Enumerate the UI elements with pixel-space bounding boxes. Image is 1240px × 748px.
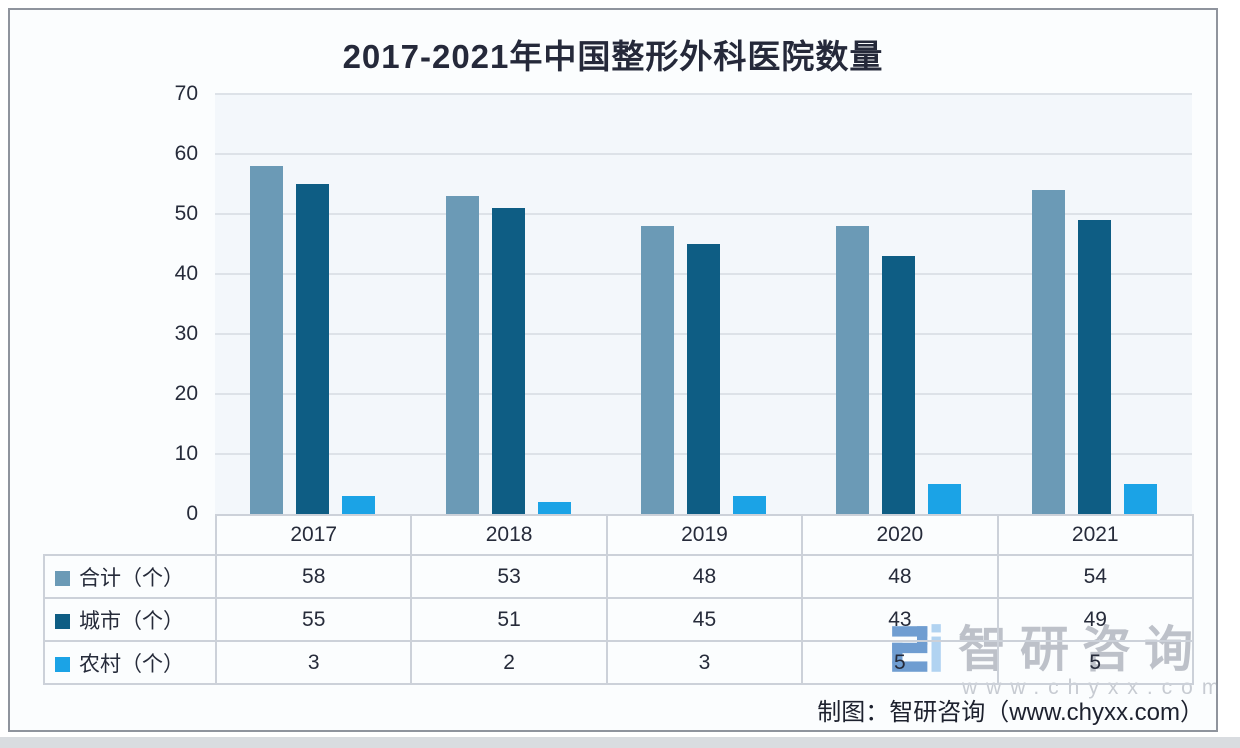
value-cell-rural-2018: 2 [410,640,608,685]
bar-total-2018 [445,196,479,514]
bar-total-2019 [641,226,674,514]
value-cell-total-2017: 58 [214,554,413,599]
series-row-rural: 农村（个） 3 2 3 5 5 [43,640,1194,685]
value-cell-rural-2020: 5 [801,640,999,685]
value-cell-rural-2017: 3 [214,640,413,685]
y-axis-tick-label: 30 [174,322,198,345]
bar-total-2017 [250,166,284,514]
legend-cell-urban: 城市（个） [43,597,217,642]
bar-urban-2017 [296,184,330,514]
y-axis-tick-label: 40 [174,262,198,285]
bar-urban-2019 [687,244,720,514]
value-cell-urban-2018: 51 [410,597,608,642]
year-header-cell: 2021 [996,514,1194,556]
value-cell-total-2021: 54 [996,554,1194,599]
value-cell-rural-2021: 5 [996,640,1194,685]
bar-rural-2020 [928,484,962,514]
legend-marker-total [55,570,70,586]
legend-cell-total: 合计（个） [43,554,217,599]
year-header-cell: 2020 [801,514,999,556]
y-axis-tick-label: 10 [174,442,198,465]
data-table: 2017 2018 2019 2020 2021 合计（个） 58 53 48 48 54 城市（个）… [43,514,1194,685]
bar-urban-2020 [882,256,916,514]
year-header-row: 2017 2018 2019 2020 2021 [44,514,1194,556]
bar-rural-2018 [537,502,571,514]
legend-marker-urban [55,613,70,629]
value-cell-total-2019: 48 [605,554,804,599]
bar-total-2021 [1031,190,1065,514]
value-cell-rural-2019: 3 [605,640,804,685]
year-header-cell: 2018 [410,514,608,556]
y-axis-tick-label: 60 [174,142,198,165]
y-axis-tick-label: 0 [186,502,198,525]
bottom-strip [0,737,1240,748]
y-axis-tick-label: 20 [174,382,198,405]
value-cell-urban-2017: 55 [214,597,413,642]
value-cell-total-2018: 53 [410,554,608,599]
y-axis-tick-label: 70 [174,82,198,105]
series-row-urban: 城市（个） 55 51 45 43 49 [43,597,1194,642]
credit-line: 制图：智研咨询（www.chyxx.com） [817,699,1204,726]
value-cell-total-2020: 48 [801,554,999,599]
bar-rural-2017 [342,496,376,514]
value-cell-urban-2021: 49 [996,597,1194,642]
bar-urban-2018 [491,208,525,514]
plot-area [215,93,1192,514]
gridline [215,153,1192,155]
chart-container: 2017-2021年中国整形外科医院数量 0 10 20 30 40 50 60 70 201… [8,8,1219,732]
year-header-cell: 2019 [605,514,804,556]
table-corner-blank [44,515,216,555]
series-row-total: 合计（个） 58 53 48 48 54 [43,554,1194,599]
legend-label-urban: 城市（个） [79,609,184,633]
bar-rural-2021 [1123,484,1157,514]
legend-label-rural: 农村（个） [79,652,184,676]
value-cell-urban-2019: 45 [605,597,804,642]
chart-title: 2017-2021年中国整形外科医院数量 [342,38,884,75]
legend-cell-rural: 农村（个） [43,640,217,685]
value-cell-urban-2020: 43 [801,597,999,642]
bar-rural-2019 [733,496,766,514]
gridline [215,213,1192,215]
bar-total-2020 [836,226,870,514]
y-axis-tick-label: 50 [174,202,198,225]
year-header-cell: 2017 [214,514,413,556]
gridline [215,93,1192,95]
legend-marker-rural [55,656,70,672]
legend-label-total: 合计（个） [79,566,184,590]
bar-urban-2021 [1077,220,1111,514]
